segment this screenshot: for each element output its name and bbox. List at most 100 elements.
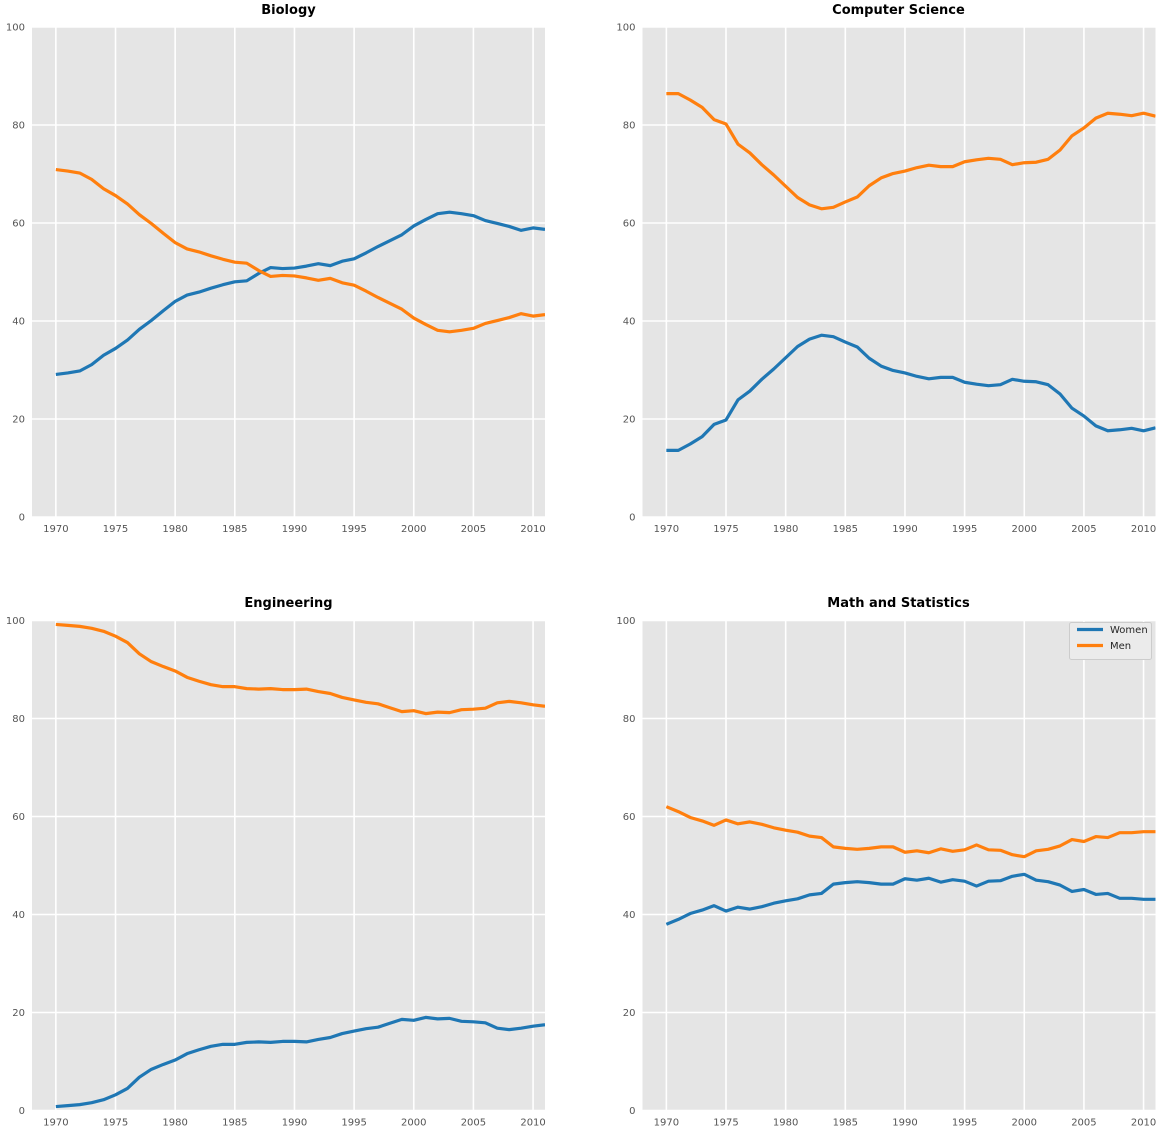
y-tick-label: 80 <box>12 714 25 725</box>
women-line <box>55 210 545 376</box>
chart-biology: Biology 1970 1975 1980 1985 1990 1995 2000 2005… <box>0 0 580 568</box>
x-tick-label: 2000 <box>1011 524 1036 535</box>
x-tick-label: 2000 <box>401 1117 426 1128</box>
biology-plot-canvas: 1970 1975 1980 1985 1990 1995 2000 2005 2010 0 20 4… <box>6 23 546 536</box>
y-tick-label: 20 <box>12 415 25 426</box>
y-tick-label: 0 <box>629 513 635 524</box>
y-tick-label: 60 <box>622 219 635 230</box>
legend-label-women: Women <box>1110 625 1148 636</box>
y-tick-label: 100 <box>616 23 635 34</box>
y-tick-label: 40 <box>622 910 635 921</box>
chart-title-math-statistics: Math and Statistics <box>827 596 970 611</box>
x-tick-labels: 1970 1975 1980 1985 1990 1995 2000 2005 2010 <box>653 1117 1156 1128</box>
x-tick-label: 1995 <box>951 1117 976 1128</box>
gridlines <box>642 619 1155 1111</box>
y-tick-label: 40 <box>12 910 25 921</box>
x-tick-labels: 1970 1975 1980 1985 1990 1995 2000 2005 2010 <box>43 524 546 535</box>
x-tick-label: 1980 <box>772 1117 797 1128</box>
x-tick-label: 2010 <box>1130 524 1155 535</box>
x-tick-label: 2010 <box>520 1117 545 1128</box>
chart-title-engineering: Engineering <box>244 596 333 611</box>
y-tick-label: 40 <box>622 317 635 328</box>
x-tick-label: 1970 <box>43 1117 68 1128</box>
x-tick-label: 1990 <box>282 1117 307 1128</box>
y-tick-labels: 0 20 40 60 80 100 <box>6 23 25 524</box>
x-tick-label: 1975 <box>713 1117 738 1128</box>
women-line <box>55 1015 545 1108</box>
legend-box <box>1068 621 1152 660</box>
y-tick-label: 20 <box>622 1008 635 1019</box>
men-line <box>665 92 1155 211</box>
x-tick-label: 1975 <box>103 1117 128 1128</box>
chart-math-statistics: Math and Statistics 1970 1975 1980 1985 1990… <box>580 568 1159 1135</box>
men-line <box>55 622 545 715</box>
y-tick-label: 80 <box>12 121 25 132</box>
x-tick-label: 2000 <box>1011 1117 1036 1128</box>
chart-title-biology: Biology <box>261 3 316 18</box>
x-tick-label: 1995 <box>341 1117 366 1128</box>
x-tick-label: 2010 <box>1130 1117 1155 1128</box>
chart-computer-science: Computer Science 1970 1975 1980 1985 1990 199… <box>580 0 1159 568</box>
y-tick-label: 40 <box>12 317 25 328</box>
y-tick-label: 100 <box>6 23 25 34</box>
y-tick-label: 0 <box>19 1106 25 1117</box>
men-line <box>55 168 545 334</box>
plot-area <box>642 620 1155 1110</box>
x-tick-label: 1975 <box>103 524 128 535</box>
plot-area <box>32 620 545 1110</box>
x-tick-label: 1995 <box>341 524 366 535</box>
x-tick-label: 2005 <box>1071 524 1096 535</box>
x-tick-label: 2005 <box>461 1117 486 1128</box>
y-tick-labels: 0 20 40 60 80 100 <box>616 23 635 524</box>
y-tick-label: 60 <box>12 812 25 823</box>
gridlines <box>32 26 545 518</box>
x-tick-label: 1970 <box>43 524 68 535</box>
x-tick-label: 1985 <box>222 1117 247 1128</box>
y-tick-labels: 0 20 40 60 80 100 <box>6 616 25 1117</box>
x-tick-label: 1990 <box>892 1117 917 1128</box>
women-line <box>665 333 1155 452</box>
gridlines <box>32 619 545 1111</box>
x-tick-label: 1985 <box>832 524 857 535</box>
x-tick-label: 1990 <box>892 524 917 535</box>
plot-area <box>642 27 1155 517</box>
math-statistics-plot-canvas: 1970 1975 1980 1985 1990 1995 2000 2005 2010 0 20 4… <box>616 616 1156 1129</box>
x-tick-labels: 1970 1975 1980 1985 1990 1995 2000 2005 2010 <box>653 524 1156 535</box>
chart-engineering: Engineering 1970 1975 1980 1985 1990 1995 2000… <box>0 568 580 1135</box>
engineering-plot-canvas: 1970 1975 1980 1985 1990 1995 2000 2005 2010 0 20 4… <box>6 616 546 1129</box>
x-tick-label: 1970 <box>653 1117 678 1128</box>
y-tick-label: 60 <box>622 812 635 823</box>
men-line <box>665 804 1155 858</box>
x-tick-label: 1980 <box>772 524 797 535</box>
y-tick-label: 20 <box>12 1008 25 1019</box>
y-tick-label: 0 <box>629 1106 635 1117</box>
x-tick-label: 1985 <box>832 1117 857 1128</box>
x-tick-label: 2005 <box>461 524 486 535</box>
y-tick-label: 20 <box>622 415 635 426</box>
x-tick-label: 1970 <box>653 524 678 535</box>
x-tick-label: 1980 <box>162 524 187 535</box>
x-tick-label: 1995 <box>951 524 976 535</box>
x-tick-labels: 1970 1975 1980 1985 1990 1995 2000 2005 2010 <box>43 1117 546 1128</box>
y-tick-label: 80 <box>622 121 635 132</box>
y-tick-label: 60 <box>12 219 25 230</box>
legend-label-men: Men <box>1110 641 1131 652</box>
x-tick-label: 2010 <box>520 524 545 535</box>
x-tick-label: 1980 <box>162 1117 187 1128</box>
x-tick-label: 1975 <box>713 524 738 535</box>
x-tick-label: 1990 <box>282 524 307 535</box>
plot-area <box>32 27 545 517</box>
legend: Women Men <box>1068 621 1152 660</box>
x-tick-label: 2000 <box>401 524 426 535</box>
y-tick-label: 0 <box>19 513 25 524</box>
computer-science-plot-canvas: 1970 1975 1980 1985 1990 1995 2000 2005 2010 0 20 4… <box>616 23 1156 536</box>
y-tick-label: 100 <box>6 616 25 627</box>
chart-title-computer-science: Computer Science <box>832 3 965 18</box>
y-tick-label: 80 <box>622 714 635 725</box>
y-tick-labels: 0 20 40 60 80 100 <box>616 616 635 1117</box>
y-tick-label: 100 <box>616 616 635 627</box>
x-tick-label: 1985 <box>222 524 247 535</box>
x-tick-label: 2005 <box>1071 1117 1096 1128</box>
women-line <box>665 872 1155 926</box>
